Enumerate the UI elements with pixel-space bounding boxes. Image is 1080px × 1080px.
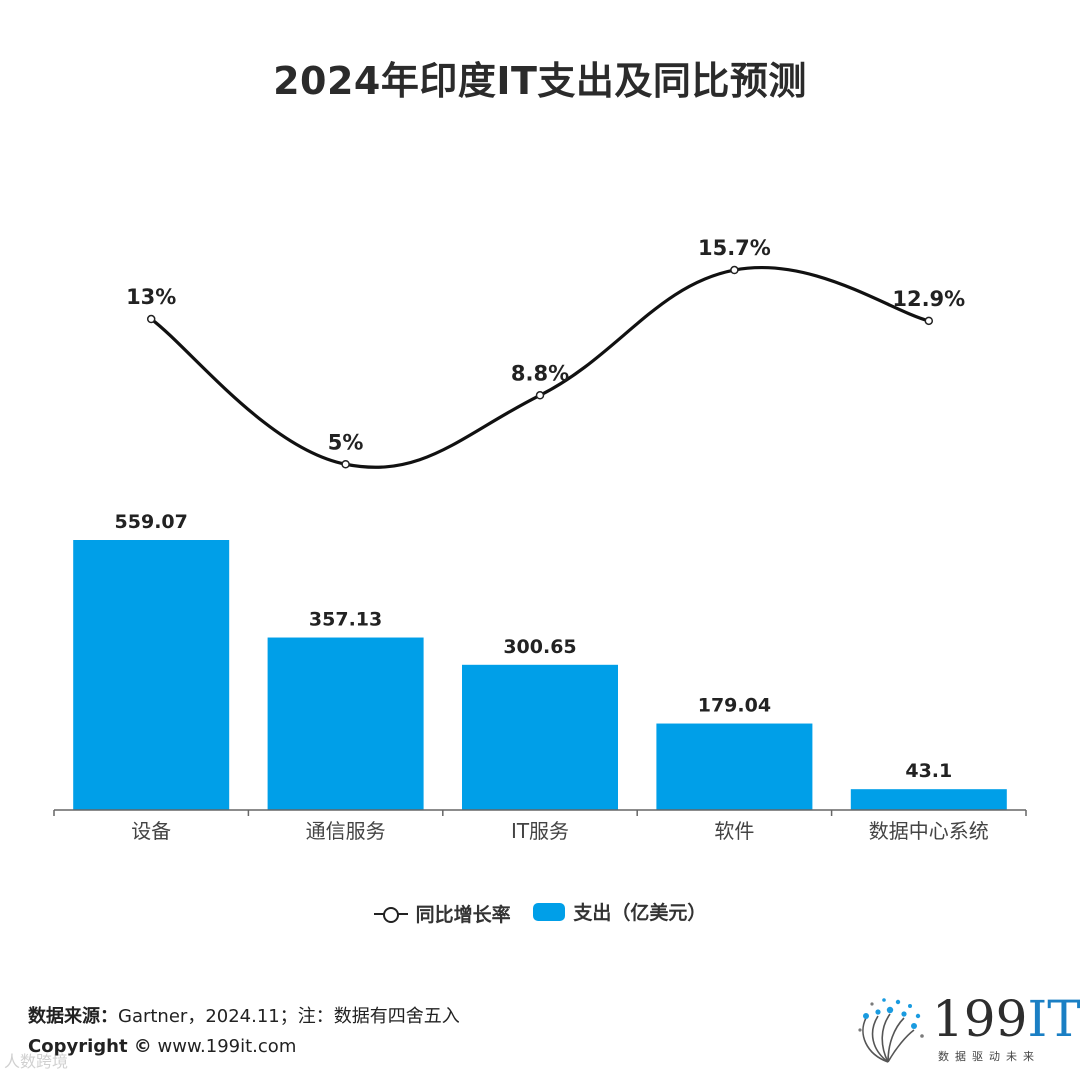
copyright-label: Copyright © xyxy=(28,1036,152,1057)
line-marker-icon xyxy=(373,906,408,923)
bar-swatch-icon xyxy=(533,902,566,921)
copyright-url: www.199it.com xyxy=(151,1036,297,1057)
bar-value-label: 357.13 xyxy=(309,609,382,631)
legend-item-spend: 支出（亿美元） xyxy=(533,898,706,925)
logo-dots-icon xyxy=(858,998,924,1063)
brand-logo: 199IT 数据驱动未来 xyxy=(848,990,1080,1070)
bar-4 xyxy=(656,723,813,810)
logo-tagline: 数据驱动未来 xyxy=(938,1050,1040,1063)
growth-point xyxy=(924,316,934,326)
bars-layer: 559.07 357.13 300.65 179.04 43.1 xyxy=(73,511,1007,810)
source-text: Gartner，2024.11；注：数据有四舍五入 xyxy=(118,1006,460,1027)
growth-value-label: 8.8% xyxy=(511,361,569,385)
bar-5 xyxy=(850,789,1007,810)
category-label: 设备 xyxy=(131,819,171,843)
category-label: 软件 xyxy=(714,819,754,843)
growth-value-label: 15.7% xyxy=(698,236,771,260)
legend-label-spend: 支出（亿美元） xyxy=(573,902,707,924)
logo-main: 199 xyxy=(932,990,1028,1048)
growth-line-layer: 13% 5% 8.8% 15.7% 12.9% xyxy=(126,236,965,469)
bar-value-label: 559.07 xyxy=(115,511,188,533)
legend-label-growth: 同比增长率 xyxy=(415,904,511,926)
watermark: 人数跨境 xyxy=(4,1052,69,1071)
source-label: 数据来源： xyxy=(28,1006,118,1027)
growth-point xyxy=(535,391,545,400)
growth-value-label: 5% xyxy=(328,430,364,454)
growth-point xyxy=(146,314,156,324)
bar-value-label: 179.04 xyxy=(698,695,771,717)
x-axis: 设备 通信服务 IT服务 软件 数据中心系统 xyxy=(53,809,1027,843)
chart-title: 2024年印度IT支出及同比预测 xyxy=(273,59,807,103)
bar-3 xyxy=(462,664,618,810)
data-source: 数据来源：Gartner，2024.11；注：数据有四舍五入 xyxy=(28,1002,460,1028)
growth-point xyxy=(730,265,739,275)
combo-chart: 559.07 357.13 300.65 179.04 43.1 设备 通信服务 IT服务 软… xyxy=(53,236,1027,843)
category-label: IT服务 xyxy=(511,819,569,843)
logo-wordmark: 199IT xyxy=(932,990,1080,1048)
growth-point xyxy=(341,460,350,469)
growth-value-label: 12.9% xyxy=(892,287,965,311)
bar-value-label: 43.1 xyxy=(905,760,952,782)
category-label: 数据中心系统 xyxy=(869,819,989,843)
legend-item-growth: 同比增长率 xyxy=(373,900,511,927)
growth-value-label: 13% xyxy=(126,285,176,309)
bar-2 xyxy=(267,637,424,810)
category-label: 通信服务 xyxy=(306,819,386,843)
logo-accent: IT xyxy=(1027,990,1080,1048)
bar-1 xyxy=(73,540,230,810)
copyright: Copyright © www.199it.com xyxy=(28,1036,296,1057)
bar-value-label: 300.65 xyxy=(503,636,576,658)
chart-legend: 同比增长率 支出（亿美元） xyxy=(0,898,1080,927)
